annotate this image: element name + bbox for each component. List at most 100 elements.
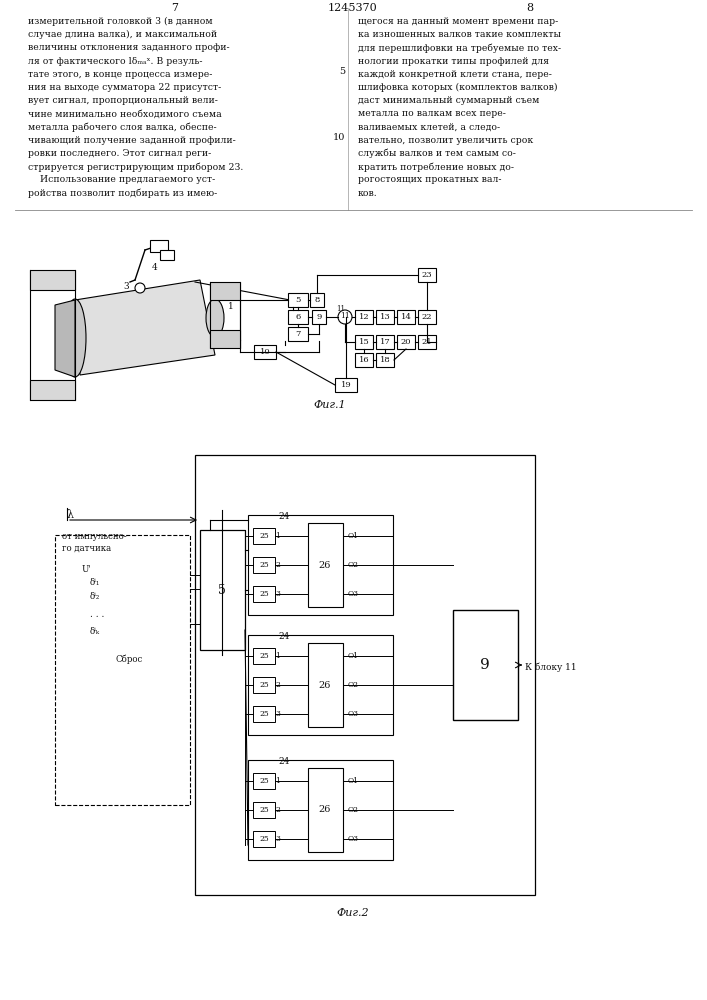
Text: 11: 11 — [337, 305, 346, 313]
Text: го датчика: го датчика — [62, 544, 111, 553]
Bar — [308, 643, 343, 727]
Text: 10: 10 — [332, 133, 345, 142]
Bar — [248, 515, 393, 615]
Bar — [253, 802, 275, 818]
Bar — [288, 327, 308, 341]
Text: Фиг.2: Фиг.2 — [337, 908, 369, 918]
Text: Сброс: Сброс — [115, 655, 142, 664]
Text: 25: 25 — [259, 710, 269, 718]
Text: O2: O2 — [348, 561, 359, 569]
Text: величины отклонения заданного профи-: величины отклонения заданного профи- — [28, 43, 230, 52]
Text: 19: 19 — [341, 381, 351, 389]
Text: 3: 3 — [123, 282, 129, 291]
Text: δⁱₖ: δⁱₖ — [90, 627, 100, 636]
Text: 2: 2 — [276, 681, 281, 689]
Bar — [248, 635, 393, 735]
Text: 16: 16 — [358, 356, 369, 364]
Text: ровки последнего. Этот сигнал реги-: ровки последнего. Этот сигнал реги- — [28, 149, 211, 158]
Text: 26: 26 — [319, 560, 331, 570]
Text: O3: O3 — [348, 590, 359, 598]
Ellipse shape — [338, 310, 352, 324]
Text: щегося на данный момент времени пар-: щегося на данный момент времени пар- — [358, 17, 559, 26]
Bar — [355, 335, 373, 349]
Text: 10: 10 — [259, 348, 270, 356]
Text: 25: 25 — [259, 590, 269, 598]
Text: 25: 25 — [259, 652, 269, 660]
Bar — [253, 586, 275, 602]
Text: 11: 11 — [340, 312, 350, 320]
Text: вует сигнал, пропорциональный вели-: вует сигнал, пропорциональный вели- — [28, 96, 218, 105]
Text: 8: 8 — [527, 3, 534, 13]
Text: 26: 26 — [319, 806, 331, 814]
Text: ройства позволит подбирать из имею-: ройства позволит подбирать из имею- — [28, 189, 217, 198]
Bar — [253, 648, 275, 664]
Text: O3: O3 — [348, 710, 359, 718]
Text: кратить потребление новых до-: кратить потребление новых до- — [358, 162, 514, 172]
Text: δⁱ₁: δⁱ₁ — [90, 578, 100, 587]
Text: O3: O3 — [348, 835, 359, 843]
Text: 25: 25 — [259, 532, 269, 540]
Text: Использование предлагаемого уст-: Использование предлагаемого уст- — [28, 175, 215, 184]
Text: 24: 24 — [278, 632, 289, 641]
Bar — [253, 528, 275, 544]
Bar — [253, 706, 275, 722]
Bar — [253, 773, 275, 789]
Text: O2: O2 — [348, 806, 359, 814]
Text: 25: 25 — [259, 681, 269, 689]
Text: 7: 7 — [296, 330, 300, 338]
Bar — [200, 530, 245, 650]
Polygon shape — [75, 280, 215, 375]
Text: 1: 1 — [276, 652, 281, 660]
Text: 18: 18 — [380, 356, 390, 364]
Text: Фиг.1: Фиг.1 — [314, 400, 346, 410]
Bar — [376, 310, 394, 324]
Bar — [355, 310, 373, 324]
Text: 8: 8 — [315, 296, 320, 304]
Text: 25: 25 — [259, 835, 269, 843]
Bar — [288, 293, 308, 307]
Text: 17: 17 — [380, 338, 390, 346]
Text: шлифовка которых (комплектов валков): шлифовка которых (комплектов валков) — [358, 83, 558, 92]
Ellipse shape — [64, 299, 86, 377]
Text: 25: 25 — [259, 806, 269, 814]
Text: ков.: ков. — [358, 189, 378, 198]
Text: . . .: . . . — [90, 610, 105, 619]
Text: чине минимально необходимого съема: чине минимально необходимого съема — [28, 109, 222, 118]
Text: нологии прокатки типы профилей для: нологии прокатки типы профилей для — [358, 57, 549, 66]
Ellipse shape — [206, 299, 224, 337]
Bar — [288, 310, 308, 324]
Bar — [376, 335, 394, 349]
Bar — [308, 768, 343, 852]
Text: К блоку 11: К блоку 11 — [525, 663, 577, 672]
Text: измерительной головкой 3 (в данном: измерительной головкой 3 (в данном — [28, 17, 213, 26]
Text: 14: 14 — [401, 313, 411, 321]
Text: от импульсно-: от импульсно- — [62, 532, 127, 541]
Text: ния на выходе сумматора 22 присутст-: ния на выходе сумматора 22 присутст- — [28, 83, 221, 92]
Bar — [253, 677, 275, 693]
Text: ля от фактического lδₘₐˣ. В резуль-: ля от фактического lδₘₐˣ. В резуль- — [28, 57, 202, 66]
Text: случае длина валка), и максимальной: случае длина валка), и максимальной — [28, 30, 217, 39]
Text: O1: O1 — [348, 652, 359, 660]
Bar — [253, 831, 275, 847]
Text: O2: O2 — [348, 681, 359, 689]
Text: чивающий получение заданной профили-: чивающий получение заданной профили- — [28, 136, 235, 145]
Bar — [310, 293, 324, 307]
Text: 3: 3 — [276, 835, 281, 843]
Bar — [253, 557, 275, 573]
Bar — [210, 282, 240, 300]
Bar — [355, 353, 373, 367]
Bar — [30, 380, 75, 400]
Text: 6: 6 — [296, 313, 300, 321]
Text: δⁱ₂: δⁱ₂ — [90, 592, 100, 601]
Text: 5: 5 — [339, 67, 345, 76]
Text: металла рабочего слоя валка, обеспе-: металла рабочего слоя валка, обеспе- — [28, 123, 216, 132]
Text: даст минимальный суммарный съем: даст минимальный суммарный съем — [358, 96, 539, 105]
Text: 1: 1 — [228, 302, 234, 311]
Text: 15: 15 — [358, 338, 369, 346]
Text: 2: 2 — [162, 243, 168, 252]
Bar — [254, 345, 276, 359]
Bar — [55, 535, 190, 805]
Text: 13: 13 — [380, 313, 390, 321]
Bar — [453, 610, 518, 720]
Bar — [418, 310, 436, 324]
